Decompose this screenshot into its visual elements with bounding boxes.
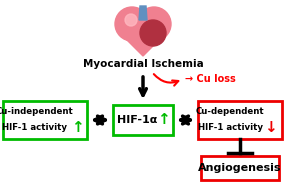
FancyBboxPatch shape (113, 105, 173, 135)
Text: ↑: ↑ (71, 121, 84, 136)
Text: HIF-1α: HIF-1α (117, 115, 157, 125)
Text: Angiogenesis: Angiogenesis (198, 163, 282, 173)
Circle shape (115, 7, 149, 41)
Polygon shape (139, 6, 147, 20)
Text: HIF-1 activity: HIF-1 activity (198, 123, 262, 132)
Text: HIF-1 activity: HIF-1 activity (3, 123, 68, 132)
FancyBboxPatch shape (198, 101, 282, 139)
Text: Myocardial Ischemia: Myocardial Ischemia (83, 59, 203, 69)
Text: → Cu loss: → Cu loss (185, 74, 236, 84)
Text: Cu-independent: Cu-independent (0, 108, 74, 116)
Circle shape (137, 7, 171, 41)
Text: ↓: ↓ (264, 121, 276, 136)
FancyBboxPatch shape (3, 101, 87, 139)
Text: Cu-dependent: Cu-dependent (196, 108, 264, 116)
Text: ↑: ↑ (157, 112, 169, 128)
FancyBboxPatch shape (201, 156, 279, 180)
Circle shape (140, 20, 166, 46)
Circle shape (125, 14, 137, 26)
Polygon shape (117, 30, 169, 56)
